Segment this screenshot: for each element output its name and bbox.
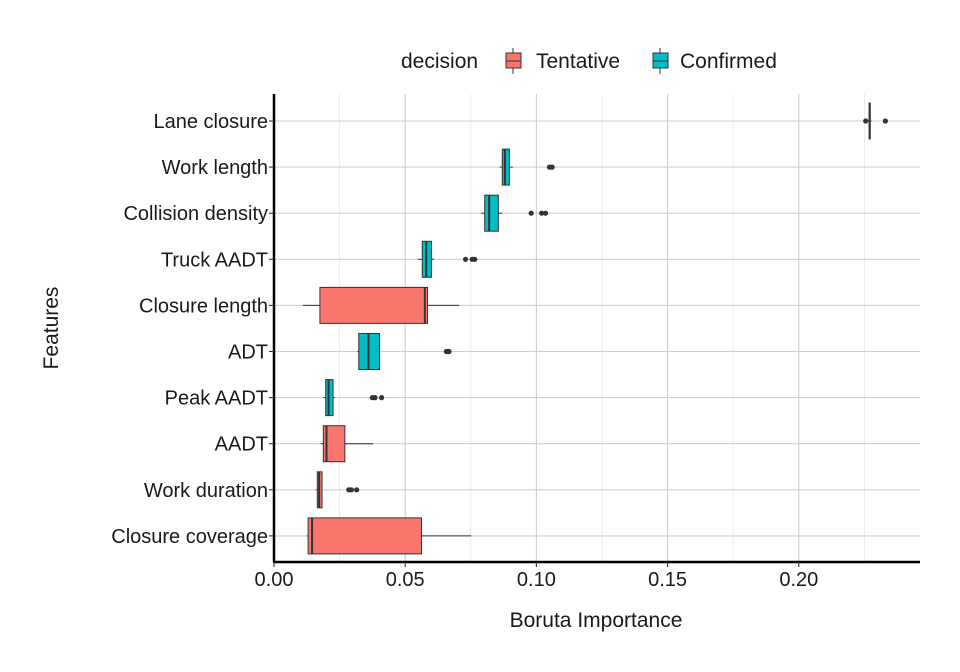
y-tick-label: Truck AADT bbox=[161, 249, 268, 271]
y-tick-label: AADT bbox=[215, 434, 268, 456]
legend-label: Tentative bbox=[536, 50, 620, 73]
legend: decision Tentative Confirmed bbox=[401, 48, 777, 74]
x-tick-label: 0.20 bbox=[779, 569, 818, 591]
axis-layer bbox=[272, 94, 920, 564]
x-axis-title: Boruta Importance bbox=[510, 609, 683, 632]
y-tick-label: Lane closure bbox=[153, 111, 268, 133]
y-tick-label: Peak AADT bbox=[165, 388, 268, 410]
box-group bbox=[417, 240, 478, 278]
y-tick-label: Closure coverage bbox=[111, 526, 268, 548]
outlier-point bbox=[472, 256, 478, 262]
outlier-point bbox=[549, 164, 555, 170]
x-tick-label: 0.15 bbox=[648, 569, 687, 591]
x-tick-label: 0.10 bbox=[517, 569, 556, 591]
box-group bbox=[863, 102, 888, 140]
box-iqr bbox=[322, 425, 346, 463]
outlier-point bbox=[348, 487, 355, 493]
outlier-point bbox=[539, 210, 545, 216]
outlier-point bbox=[446, 348, 452, 355]
box-iqr bbox=[307, 517, 422, 555]
box-group bbox=[481, 194, 549, 232]
box-iqr bbox=[319, 286, 429, 324]
outlier-point bbox=[378, 395, 385, 401]
label-layer: 0.00 0.05 0.10 0.15 0.20 Lane closure Work len… bbox=[111, 111, 818, 591]
outlier-point bbox=[863, 118, 869, 124]
outlier-point bbox=[542, 210, 549, 216]
y-tick-label: Closure length bbox=[139, 295, 268, 317]
box-group bbox=[320, 425, 374, 463]
legend-label: Confirmed bbox=[680, 50, 777, 73]
outlier-point bbox=[372, 395, 378, 401]
y-tick-label: Collision density bbox=[123, 203, 268, 225]
box-group bbox=[306, 517, 472, 555]
grid-layer bbox=[273, 94, 920, 562]
box-layer bbox=[302, 102, 888, 555]
outlier-point bbox=[528, 210, 534, 216]
legend-title: decision bbox=[401, 50, 478, 73]
box-group bbox=[357, 333, 452, 370]
y-tick-label: ADT bbox=[228, 342, 268, 364]
outlier-point bbox=[354, 487, 360, 493]
x-tick-label: 0.00 bbox=[255, 569, 294, 591]
y-tick-label: Work duration bbox=[144, 480, 268, 502]
outlier-point bbox=[462, 256, 469, 262]
box-group bbox=[315, 471, 360, 509]
outlier-point bbox=[882, 118, 888, 124]
box-group bbox=[323, 379, 385, 417]
x-tick-label: 0.05 bbox=[386, 569, 425, 591]
y-tick-label: Work length bbox=[162, 157, 268, 179]
y-axis-title: Features bbox=[40, 287, 63, 370]
box-group bbox=[302, 286, 459, 324]
box-group bbox=[499, 148, 555, 186]
box-iqr bbox=[484, 194, 499, 232]
